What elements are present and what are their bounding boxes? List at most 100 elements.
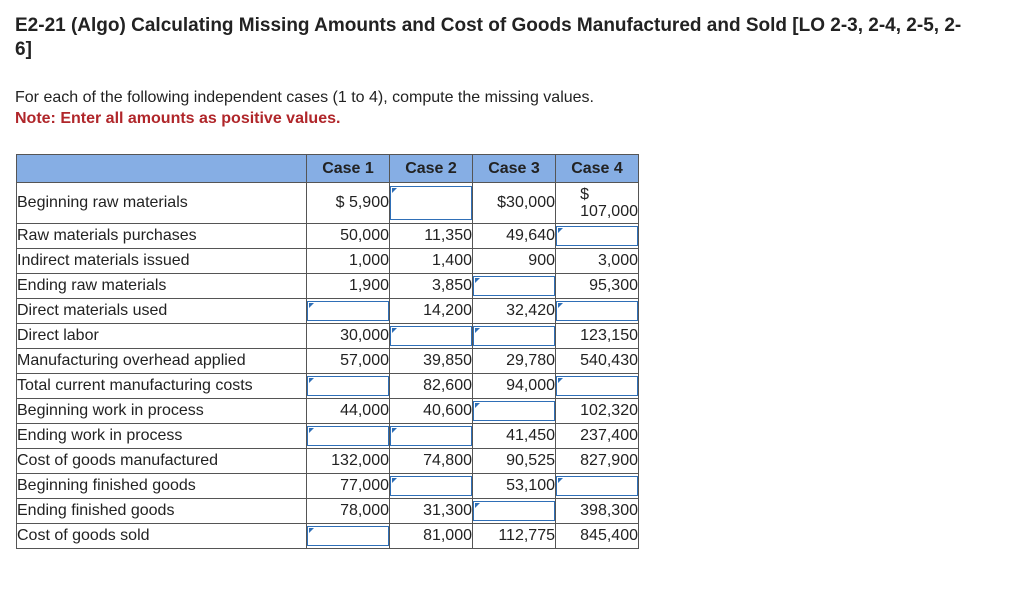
table-row: Indirect materials issued 1,000 1,400 900 3,…: [16, 248, 639, 274]
value-cell: 77,000: [306, 473, 390, 499]
value-cell: 398,300: [555, 498, 639, 524]
value-cell: 123,150: [555, 323, 639, 349]
value-cell: 90,525: [472, 448, 556, 474]
table-row: Beginning raw materials $ 5,900 $30,000 $10…: [16, 182, 639, 224]
answer-input-case-2[interactable]: [390, 476, 472, 496]
answer-input-case-4[interactable]: [556, 301, 638, 321]
answer-cell: [472, 323, 556, 349]
table-row: Raw materials purchases 50,000 11,350 49,64…: [16, 223, 639, 249]
amount: 107,000: [580, 202, 638, 220]
table-row: Direct labor 30,000 123,150: [16, 323, 639, 349]
answer-input-case-2[interactable]: [390, 186, 472, 220]
table-row: Cost of goods manufactured 132,000 74,800 9…: [16, 448, 639, 474]
instruction-text: For each of the following independent ca…: [15, 89, 594, 106]
header-case-4: Case 4: [555, 154, 639, 183]
row-label: Raw materials purchases: [16, 223, 307, 249]
row-label: Ending finished goods: [16, 498, 307, 524]
value-cell: 57,000: [306, 348, 390, 374]
answer-cell: [555, 473, 639, 499]
value-cell: 81,000: [389, 523, 473, 549]
value-cell: 112,775: [472, 523, 556, 549]
table-row: Cost of goods sold 81,000 112,775 845,400: [16, 523, 639, 549]
header-case-1: Case 1: [306, 154, 390, 183]
value-cell: 845,400: [555, 523, 639, 549]
value-cell: 14,200: [389, 298, 473, 324]
table-body: Beginning raw materials $ 5,900 $30,000 $10…: [16, 182, 639, 549]
instructions: For each of the following independent ca…: [15, 87, 594, 129]
answer-cell: [472, 273, 556, 299]
answer-cell: [306, 373, 390, 399]
row-label: Ending raw materials: [16, 273, 307, 299]
value-cell: 30,000: [306, 323, 390, 349]
value-cell: 3,850: [389, 273, 473, 299]
table-row: Total current manufacturing costs 82,600 9…: [16, 373, 639, 399]
page-title: E2-21 (Algo) Calculating Missing Amounts…: [15, 15, 962, 60]
cases-table: Case 1 Case 2 Case 3 Case 4 Beginning ra…: [16, 154, 639, 549]
table-row: Beginning work in process 44,000 40,600 102…: [16, 398, 639, 424]
value-cell: 74,800: [389, 448, 473, 474]
value-cell: 1,900: [306, 273, 390, 299]
answer-cell: [389, 182, 473, 224]
header-case-2: Case 2: [389, 154, 473, 183]
answer-input-case-1[interactable]: [307, 526, 389, 546]
value-cell: 827,900: [555, 448, 639, 474]
row-label: Total current manufacturing costs: [16, 373, 307, 399]
answer-cell: [472, 498, 556, 524]
answer-cell: [306, 523, 390, 549]
value-cell: 82,600: [389, 373, 473, 399]
value-cell: $ 5,900: [306, 182, 390, 224]
header-row: Case 1 Case 2 Case 3 Case 4: [16, 154, 639, 183]
value-cell: 78,000: [306, 498, 390, 524]
value-cell: 94,000: [472, 373, 556, 399]
value-cell: 540,430: [555, 348, 639, 374]
answer-cell: [389, 423, 473, 449]
value-cell: 3,000: [555, 248, 639, 274]
answer-cell: [555, 373, 639, 399]
row-label: Manufacturing overhead applied: [16, 348, 307, 374]
answer-input-case-1[interactable]: [307, 301, 389, 321]
answer-input-case-1[interactable]: [307, 376, 389, 396]
value-cell: 39,850: [389, 348, 473, 374]
value-cell: $107,000: [555, 182, 639, 224]
value-cell: 11,350: [389, 223, 473, 249]
answer-cell: [555, 223, 639, 249]
value-cell: 132,000: [306, 448, 390, 474]
answer-input-case-3[interactable]: [473, 501, 555, 521]
value-cell: 53,100: [472, 473, 556, 499]
row-label: Ending work in process: [16, 423, 307, 449]
row-label: Direct materials used: [16, 298, 307, 324]
answer-input-case-3[interactable]: [473, 326, 555, 346]
answer-input-case-2[interactable]: [390, 426, 472, 446]
value-cell: 44,000: [306, 398, 390, 424]
value-cell: 49,640: [472, 223, 556, 249]
value-cell: 29,780: [472, 348, 556, 374]
row-label: Beginning finished goods: [16, 473, 307, 499]
note-text: Note: Enter all amounts as positive valu…: [15, 110, 341, 127]
value-cell: 32,420: [472, 298, 556, 324]
answer-input-case-4[interactable]: [556, 476, 638, 496]
answer-cell: [306, 298, 390, 324]
row-label: Cost of goods manufactured: [16, 448, 307, 474]
answer-input-case-4[interactable]: [556, 376, 638, 396]
answer-input-case-4[interactable]: [556, 226, 638, 246]
table-row: Ending finished goods 78,000 31,300 398,300: [16, 498, 639, 524]
answer-cell: [389, 323, 473, 349]
value-cell: 40,600: [389, 398, 473, 424]
answer-input-case-3[interactable]: [473, 276, 555, 296]
currency-symbol: $: [580, 185, 590, 203]
answer-cell: [306, 423, 390, 449]
answer-cell: [389, 473, 473, 499]
row-label: Beginning raw materials: [16, 182, 307, 224]
row-label: Indirect materials issued: [16, 248, 307, 274]
answer-input-case-3[interactable]: [473, 401, 555, 421]
table-row: Beginning finished goods 77,000 53,100: [16, 473, 639, 499]
answer-input-case-1[interactable]: [307, 426, 389, 446]
table-row: Ending work in process 41,450 237,400: [16, 423, 639, 449]
answer-input-case-2[interactable]: [390, 326, 472, 346]
row-label: Cost of goods sold: [16, 523, 307, 549]
answer-cell: [472, 398, 556, 424]
value-cell: 41,450: [472, 423, 556, 449]
value-cell: 1,400: [389, 248, 473, 274]
table-row: Direct materials used 14,200 32,420: [16, 298, 639, 324]
table-row: Ending raw materials 1,900 3,850 95,300: [16, 273, 639, 299]
